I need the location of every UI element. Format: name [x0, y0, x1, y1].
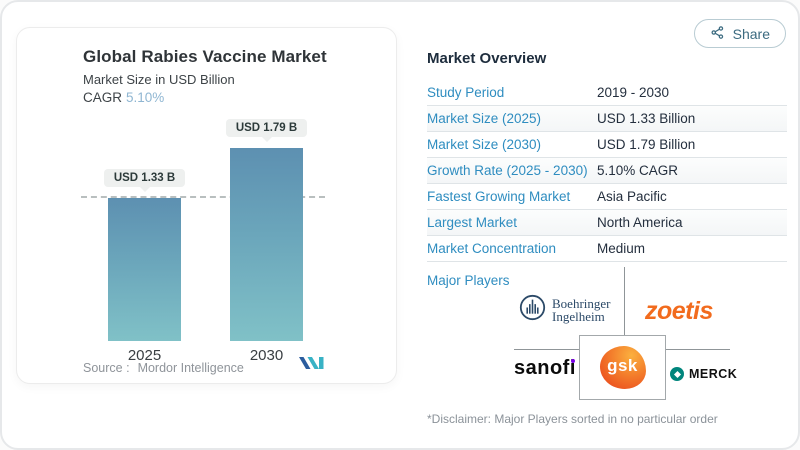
overview-row: Market Size (2030) USD 1.79 Billion	[427, 132, 787, 158]
reference-line	[81, 196, 325, 198]
cagr-line: CAGR 5.10%	[83, 90, 164, 105]
overview-row: Largest Market North America	[427, 210, 787, 236]
players-divider-left	[514, 349, 579, 350]
share-button-label: Share	[732, 25, 770, 42]
disclaimer-text: *Disclaimer: Major Players sorted in no …	[427, 412, 718, 426]
chart-subtitle: Market Size in USD Billion	[83, 72, 235, 87]
overview-row: Fastest Growing Market Asia Pacific	[427, 184, 787, 210]
row-value: Asia Pacific	[597, 189, 667, 204]
gsk-logo: gsk	[599, 346, 646, 389]
overview-heading: Market Overview	[427, 50, 547, 67]
source-attribution: Source : Mordor Intelligence	[83, 361, 244, 375]
boehringer-emblem-icon	[519, 294, 546, 326]
overview-row: Growth Rate (2025 - 2030) 5.10% CAGR	[427, 158, 787, 184]
major-players-section: Major Players Boehringer Ingelheim zoeti…	[427, 264, 787, 414]
row-label: Market Concentration	[427, 241, 557, 256]
bar-2030	[230, 148, 303, 341]
boehringer-ingelheim-logo: Boehringer Ingelheim	[519, 294, 610, 326]
label-caret-icon	[139, 187, 150, 192]
share-button[interactable]: Share	[693, 19, 786, 48]
overview-row: Study Period 2019 - 2030	[427, 80, 787, 106]
row-label: Fastest Growing Market	[427, 189, 571, 204]
label-caret-icon	[261, 137, 272, 142]
chart-card: Global Rabies Vaccine Market Market Size…	[16, 27, 397, 384]
merck-logo: MERCK	[670, 367, 737, 381]
row-value: Medium	[597, 241, 646, 256]
bar-group-2030: USD 1.79 B 2030	[225, 119, 308, 364]
x-tick-label: 2030	[249, 347, 284, 364]
x-tick-label: 2025	[127, 347, 162, 364]
row-label: Market Size (2030)	[427, 137, 542, 152]
row-label: Study Period	[427, 85, 505, 100]
gsk-logo-box: gsk	[579, 335, 666, 400]
overview-row: Market Concentration Medium	[427, 236, 787, 262]
row-value: 2019 - 2030	[597, 85, 670, 100]
chart-title: Global Rabies Vaccine Market	[83, 47, 327, 66]
source-name: Mordor Intelligence	[137, 361, 244, 375]
row-value: North America	[597, 215, 683, 230]
row-label: Market Size (2025)	[427, 111, 542, 126]
players-divider-right	[666, 349, 730, 350]
row-value: USD 1.79 Billion	[597, 137, 696, 152]
cagr-value: 5.10%	[126, 90, 165, 105]
source-prefix: Source :	[83, 361, 130, 375]
sanofi-logo: sanofi	[514, 357, 576, 379]
overview-table: Study Period 2019 - 2030 Market Size (20…	[427, 80, 787, 262]
bar-value-label: USD 1.33 B	[103, 169, 186, 187]
major-players-label: Major Players	[427, 273, 510, 288]
row-value: USD 1.33 Billion	[597, 111, 696, 126]
gsk-wordmark: gsk	[607, 355, 638, 375]
bar-2025	[108, 198, 181, 341]
merck-emblem-icon	[670, 367, 684, 381]
zoetis-logo: zoetis	[645, 297, 713, 325]
bar-chart: USD 1.33 B 2025 USD 1.79 B 2030	[67, 101, 352, 364]
row-label: Growth Rate (2025 - 2030)	[427, 163, 588, 178]
share-icon	[710, 25, 725, 43]
bar-value-label: USD 1.79 B	[225, 119, 308, 137]
overview-row: Market Size (2025) USD 1.33 Billion	[427, 106, 787, 132]
merck-wordmark: MERCK	[689, 367, 738, 381]
boehringer-wordmark: Boehringer Ingelheim	[552, 295, 611, 324]
row-value: 5.10% CAGR	[597, 163, 679, 178]
players-divider-vertical	[624, 267, 625, 335]
cagr-label: CAGR	[83, 90, 123, 105]
bar-group-2025: USD 1.33 B 2025	[103, 169, 186, 364]
row-label: Largest Market	[427, 215, 518, 230]
mordor-intelligence-logo-icon	[299, 354, 324, 377]
